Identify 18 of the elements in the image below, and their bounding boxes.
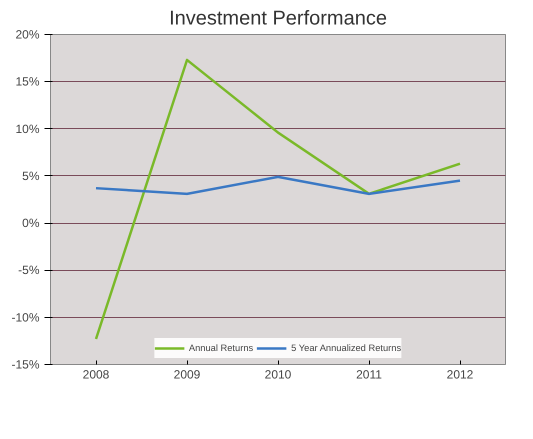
line-series — [94, 176, 462, 196]
y-tick-label: -5% — [18, 263, 40, 278]
y-tick-label: -10% — [11, 310, 40, 324]
y-tick-label: 15% — [15, 74, 40, 89]
x-tick-label: 2011 — [356, 368, 382, 382]
legend-label: Annual Returns — [188, 343, 254, 353]
y-tick-label: 20% — [15, 28, 40, 42]
y-tick-label: 5% — [22, 168, 40, 183]
legend-label: 5 Year Annualized Returns — [291, 343, 402, 353]
y-tick-label: 10% — [15, 122, 40, 136]
x-tick-label: 2008 — [82, 368, 110, 382]
y-tick-label: 0% — [22, 216, 40, 230]
x-tick-label: 2009 — [174, 368, 201, 382]
chart-title: Investment Performance — [169, 8, 387, 30]
line-series — [94, 58, 462, 340]
x-tick-label: 2012 — [446, 368, 474, 382]
x-tick-label: 2010 — [264, 368, 292, 382]
y-tick-label: -15% — [11, 358, 40, 372]
